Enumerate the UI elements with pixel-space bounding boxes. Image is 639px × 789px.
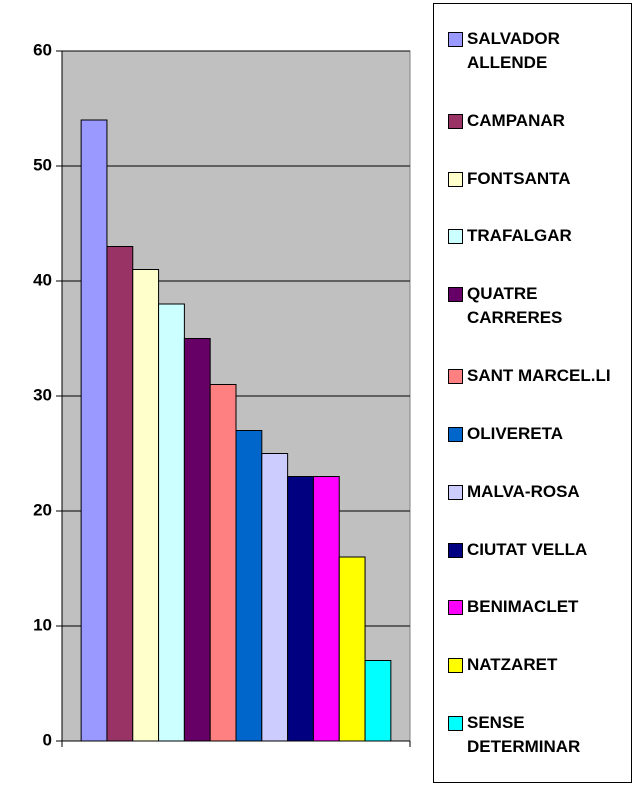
y-tick-label: 30 <box>33 385 52 404</box>
legend-label: MALVA-ROSA <box>467 481 580 501</box>
legend-swatch <box>448 658 463 674</box>
bar <box>106 246 134 742</box>
legend-label: BENIMACLET <box>467 597 579 617</box>
bar <box>209 384 237 742</box>
legend-label: SALVADOR ALLENDE <box>467 28 560 72</box>
legend-entry: NATZARET <box>448 653 631 677</box>
legend-entry: SENSE DETERMINAR <box>448 711 631 759</box>
bar <box>287 476 314 742</box>
legend-swatch <box>448 426 463 442</box>
y-tick-label: 10 <box>33 615 52 634</box>
legend-entry: TRAFALGAR <box>448 224 631 248</box>
legend-label: TRAFALGAR <box>467 226 572 246</box>
legend-label: CIUTAT VELLA <box>467 539 588 559</box>
legend-label: CAMPANAR <box>467 110 565 130</box>
y-tick-label: 50 <box>33 155 52 174</box>
legend-entry: OLIVERETA <box>448 422 631 446</box>
bar <box>158 303 185 742</box>
legend-swatch <box>448 287 463 303</box>
legend-label: SANT MARCEL.LI <box>467 366 611 386</box>
bar <box>338 556 366 742</box>
legend-entry: SALVADOR ALLENDE <box>448 27 631 75</box>
legend-label: NATZARET <box>467 655 558 675</box>
legend-swatch <box>448 484 463 500</box>
legend-swatch <box>448 600 463 616</box>
legend-label: SENSE DETERMINAR <box>467 713 581 757</box>
legend-swatch <box>448 542 463 558</box>
legend-swatch <box>448 369 463 385</box>
bar <box>132 269 160 742</box>
legend-entry: BENIMACLET <box>448 595 631 619</box>
legend-swatch <box>448 31 463 47</box>
y-tick-label: 20 <box>33 500 52 519</box>
legend-entry: QUATRE CARRERES <box>448 282 631 330</box>
legend-label: QUATRE CARRERES <box>467 284 563 328</box>
legend-entry: MALVA-ROSA <box>448 480 631 504</box>
legend-entry: CIUTAT VELLA <box>448 538 631 562</box>
y-tick-label: 40 <box>33 270 52 289</box>
bar <box>80 119 108 742</box>
bar <box>235 430 263 742</box>
bar <box>183 338 211 742</box>
legend: SALVADOR ALLENDE CAMPANAR FONTSANTA TRAFALG… <box>433 3 632 783</box>
bar <box>364 660 392 742</box>
bar <box>261 453 289 742</box>
chart: 0 10 20 30 40 50 60 <box>33 40 411 749</box>
y-tick-label: 60 <box>33 40 52 59</box>
legend-entry: FONTSANTA <box>448 167 631 191</box>
legend-entry: SANT MARCEL.LI <box>448 364 631 388</box>
legend-swatch <box>448 171 463 187</box>
legend-swatch <box>448 716 463 732</box>
legend-label: FONTSANTA <box>467 168 571 188</box>
legend-entry: CAMPANAR <box>448 109 631 133</box>
legend-label: OLIVERETA <box>467 423 564 443</box>
legend-swatch <box>448 113 463 129</box>
legend-swatch <box>448 229 463 245</box>
y-tick-label: 0 <box>43 730 52 749</box>
bar <box>312 476 340 742</box>
